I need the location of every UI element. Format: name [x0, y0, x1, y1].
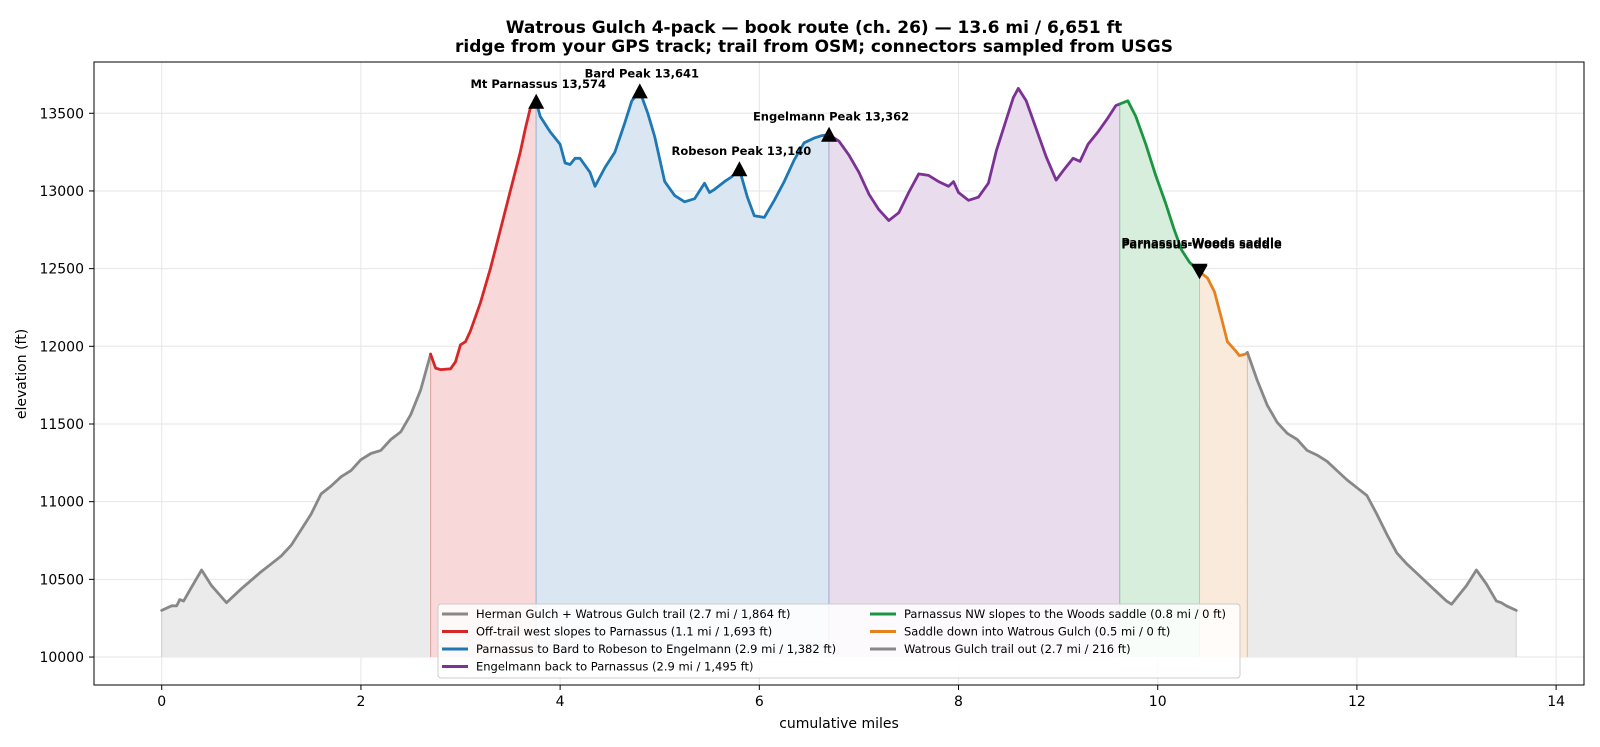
x-tick-label: 8 — [954, 694, 963, 710]
peak-label-1: Bard Peak 13,641 — [585, 66, 699, 80]
y-tick-label: 11000 — [39, 495, 84, 511]
y-axis-label: elevation (ft) — [14, 329, 30, 419]
segment-fill-3 — [829, 88, 1120, 658]
legend-entry-1: Off-trail west slopes to Parnassus (1.1 … — [476, 625, 772, 639]
peak-marker-2 — [731, 161, 748, 177]
peak-marker-5 — [1191, 265, 1208, 280]
y-tick-label: 11500 — [39, 417, 84, 433]
segment-fills — [161, 88, 1517, 658]
segment-line-1 — [429, 100, 538, 371]
peak-label-0: Mt Parnassus 13,574 — [470, 77, 606, 91]
chart-title: Watrous Gulch 4-pack — book route (ch. 2… — [506, 18, 1122, 38]
peak-marker-1 — [631, 83, 648, 99]
legend-entry-0: Herman Gulch + Watrous Gulch trail (2.7 … — [476, 607, 790, 621]
legend: Herman Gulch + Watrous Gulch trail (2.7 … — [437, 603, 1241, 679]
x-tick-label: 2 — [356, 694, 365, 710]
y-tick-label: 13500 — [39, 106, 84, 122]
segment-fill-6 — [1247, 352, 1517, 658]
segment-line-6 — [1246, 351, 1518, 612]
segment-fill-5 — [1199, 271, 1248, 658]
legend-entry-2: Parnassus to Bard to Robeson to Engelman… — [476, 642, 836, 656]
legend-entry-3: Engelmann back to Parnassus (2.9 mi / 1,… — [476, 660, 753, 674]
peak-marker-3 — [821, 126, 838, 142]
segment-fill-2 — [536, 91, 830, 658]
legend-entry-6: Watrous Gulch trail out (2.7 mi / 216 ft… — [904, 642, 1131, 656]
x-tick-label: 14 — [1547, 694, 1565, 710]
legend-box — [437, 603, 1241, 679]
x-tick-label: 0 — [157, 694, 166, 710]
segment-line-3 — [827, 87, 1122, 222]
segment-fill-4 — [1119, 100, 1200, 658]
axis-ticks: 0 2 4 6 8 10 12 14 10000 10500 11000 11500 12000 1250… — [39, 106, 1565, 710]
plot-frame — [93, 61, 1585, 686]
y-tick-label: 10500 — [39, 572, 84, 588]
segment-line-0 — [160, 352, 432, 612]
peak-label-2: Robeson Peak 13,140 — [672, 144, 812, 158]
segment-line-2 — [534, 90, 831, 219]
peak-label-4: Parnassus-Woods saddle — [1121, 236, 1282, 250]
peak-label-3: Engelmann Peak 13,362 — [753, 110, 909, 124]
segment-fill-1 — [430, 101, 537, 658]
y-tick-label: 12000 — [39, 339, 84, 355]
x-axis-label: cumulative miles — [779, 716, 899, 732]
peak-marker-0 — [528, 93, 545, 109]
chart-subtitle: ridge from your GPS track; trail from OS… — [455, 37, 1173, 57]
legend-entry-4: Parnassus NW slopes to the Woods saddle … — [904, 607, 1226, 621]
legend-entry-5: Saddle down into Watrous Gulch (0.5 mi /… — [904, 625, 1170, 639]
x-tick-label: 10 — [1149, 694, 1167, 710]
segment-line-5 — [1198, 270, 1249, 357]
segment-line-4 — [1118, 99, 1201, 274]
x-tick-label: 6 — [755, 694, 764, 710]
x-tick-label: 12 — [1348, 694, 1366, 710]
y-tick-label: 12500 — [39, 262, 84, 278]
segment-fill-0 — [161, 354, 431, 658]
y-tick-label: 13000 — [39, 184, 84, 200]
y-tick-label: 10000 — [39, 650, 84, 666]
x-tick-label: 4 — [556, 694, 565, 710]
peak-label-5: Parnassus-Woods saddle — [1121, 237, 1282, 251]
segment-lines — [160, 87, 1518, 612]
